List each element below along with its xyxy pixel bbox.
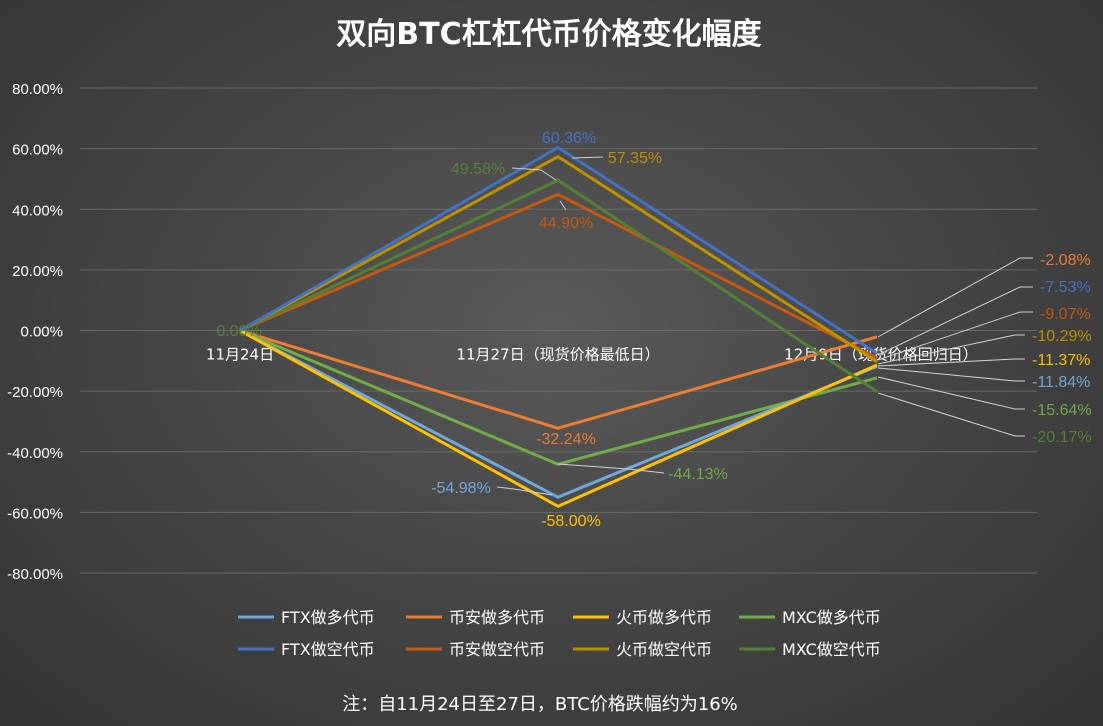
data-label: -7.53%: [1040, 279, 1091, 296]
legend-label: 币安做空代币: [449, 640, 545, 659]
data-label: -32.24%: [536, 431, 596, 448]
leader-line: [877, 334, 1025, 365]
legend-label: FTX做空代币: [281, 640, 375, 659]
y-tick-label: 20.00%: [12, 263, 63, 280]
leader-line: [877, 311, 1033, 361]
data-label: -44.13%: [668, 466, 728, 483]
legend-label: 币安做多代币: [449, 608, 545, 627]
series-line: [239, 329, 878, 430]
y-tick-label: -40.00%: [7, 445, 63, 462]
data-label: 49.58%: [451, 161, 505, 178]
grid: [80, 87, 1037, 574]
y-tick-label: 80.00%: [12, 81, 63, 98]
data-label: -11.84%: [1032, 374, 1090, 391]
y-tick-label: -80.00%: [7, 566, 63, 583]
data-label: 60.36%: [542, 130, 596, 147]
legend-label: FTX做多代币: [281, 608, 375, 627]
data-label: 57.35%: [608, 150, 662, 167]
data-label: 44.90%: [539, 215, 593, 232]
leader-line: [511, 167, 557, 181]
legend-label: 火币做空代币: [616, 640, 712, 659]
data-label: -20.17%: [1032, 429, 1092, 446]
data-label: -54.98%: [431, 480, 491, 497]
x-tick-label: 11月24日: [206, 346, 274, 364]
chart-title: 双向BTC杠杠代币价格变化幅度: [336, 17, 761, 52]
y-tick-label: -20.00%: [7, 384, 63, 401]
leader-line: [559, 200, 567, 211]
series-line: [239, 192, 878, 360]
y-tick-label: 0.00%: [20, 324, 63, 341]
data-label: -11.37%: [1032, 352, 1090, 369]
legend-label: MXC做空代币: [782, 640, 881, 659]
footnote: 注：自11月24日至27日，BTC价格跌幅约为16%: [342, 694, 738, 715]
leader-line: [571, 156, 604, 159]
leader-line: [557, 463, 665, 474]
data-labels: -54.98% -11.84% -32.24% -2.08% -58.00% -11.37…: [216, 130, 1091, 530]
leader-lines: [496, 156, 1033, 496]
series-line: [239, 178, 878, 393]
y-tick-label: 40.00%: [12, 202, 63, 219]
legend-label: MXC做多代币: [782, 608, 881, 627]
legend-label: 火币做多代币: [616, 608, 712, 627]
leader-line: [877, 367, 1025, 382]
data-label: -2.08%: [1040, 252, 1091, 269]
y-tick-label: 60.00%: [12, 142, 63, 159]
data-label: -9.07%: [1040, 306, 1091, 323]
data-label: -15.64%: [1032, 402, 1092, 419]
series-lines: [239, 146, 878, 508]
series-line: [239, 146, 878, 355]
legend: FTX做多代币 币安做多代币 火币做多代币 MXC做多代币 FTX做空代币 币安做空代币 火…: [238, 608, 881, 659]
data-label: 0.00%: [216, 323, 261, 340]
leader-line: [877, 286, 1033, 356]
leader-line: [877, 358, 1025, 367]
leader-line: [877, 392, 1025, 437]
y-axis: 80.00% 60.00% 40.00% 20.00% 0.00% -20.00% -40.…: [7, 81, 63, 583]
x-tick-label: 11月27日（现货价格最低日）: [456, 346, 659, 364]
series-line: [239, 155, 878, 363]
leader-line: [877, 376, 1025, 410]
series-line: [239, 329, 878, 499]
leader-line: [877, 257, 1033, 338]
leader-line: [496, 486, 553, 496]
data-label: -58.00%: [541, 513, 601, 530]
data-label: -10.29%: [1032, 328, 1092, 345]
series-line: [239, 329, 878, 508]
y-tick-label: -60.00%: [7, 505, 63, 522]
